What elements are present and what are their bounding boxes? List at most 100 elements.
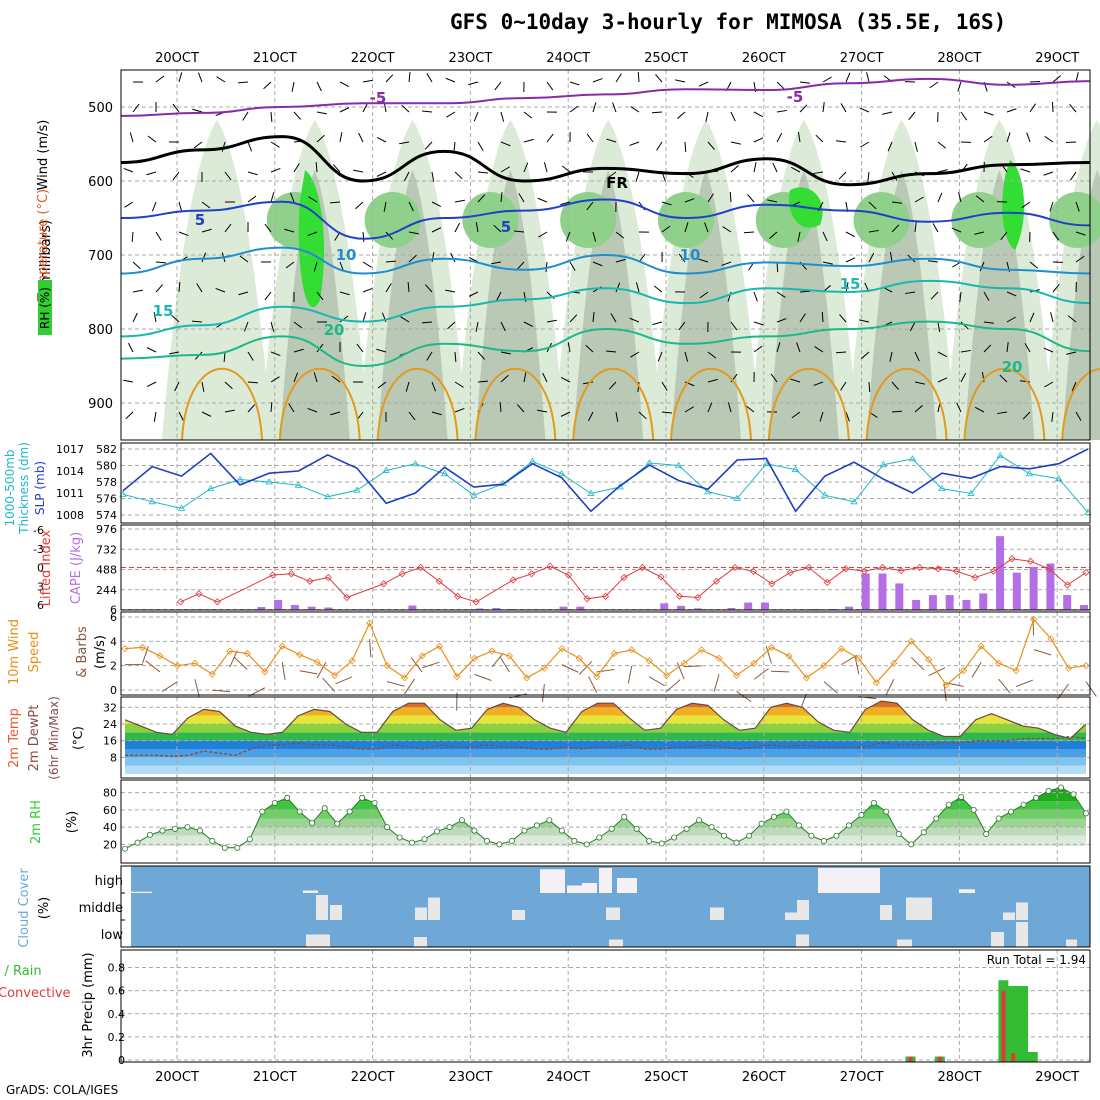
wind-barb — [431, 201, 442, 207]
wind-barb — [316, 111, 327, 115]
rh-point — [496, 841, 503, 848]
cape-bar — [274, 600, 283, 610]
rh-point — [696, 817, 703, 824]
wind-barb — [475, 321, 479, 332]
wind-barb — [237, 81, 249, 84]
wind-barb-10m — [410, 657, 423, 673]
li-point — [213, 598, 221, 606]
wind-barb-10m — [854, 656, 860, 675]
rh-point — [546, 817, 553, 824]
wind-barb — [868, 252, 875, 263]
rh-point — [770, 813, 777, 820]
precip-bar-convective — [1001, 990, 1006, 1062]
wind-speed-point — [715, 654, 723, 662]
wind-barb — [1075, 255, 1085, 263]
thickness-point — [207, 484, 215, 491]
wind-barb — [408, 254, 417, 263]
wind-speed-point — [383, 662, 391, 670]
wind-barb — [171, 314, 180, 323]
thickness-label-1: 1000-500mb — [3, 449, 17, 526]
bottom-date-tick: 25OCT — [644, 1070, 688, 1085]
wind-barb — [537, 409, 548, 413]
li-tick: -6 — [33, 524, 44, 537]
wind-barb — [1006, 108, 1017, 113]
isotherm-label-10: 10 — [680, 246, 701, 264]
wind-barb — [699, 291, 709, 299]
cloud-block — [330, 905, 342, 920]
rh-point — [1070, 791, 1077, 798]
rh-point — [721, 832, 728, 839]
wind-barb — [201, 228, 212, 233]
cloud-block — [609, 939, 623, 947]
wind-barb — [675, 79, 686, 83]
rh-point — [983, 831, 990, 838]
wind-speed-point — [995, 659, 1003, 667]
wind-barb — [983, 135, 993, 143]
wind-speed-point — [296, 651, 304, 659]
wind-barb — [201, 381, 205, 392]
wind-barb — [769, 231, 778, 239]
wind-barb-10m — [194, 679, 200, 697]
li-tick: 0 — [37, 562, 44, 575]
wind-barb — [496, 291, 502, 302]
wind-barb — [868, 201, 877, 210]
rh-point — [134, 839, 141, 846]
wind-barb — [1044, 135, 1054, 143]
rh-band — [125, 787, 1086, 802]
wind-barb — [1067, 315, 1077, 323]
thickness-point — [440, 469, 449, 477]
wind-barb — [123, 379, 134, 383]
wind-barb — [868, 381, 871, 393]
run-total: Run Total = 1.94 — [987, 953, 1086, 967]
wind-barb — [223, 351, 226, 363]
wind-barb — [247, 381, 259, 384]
thickness-point — [821, 491, 829, 498]
rh-point — [858, 812, 865, 819]
cloud-block — [897, 939, 912, 947]
wind-barb — [592, 78, 603, 83]
wind-barb — [339, 107, 350, 113]
wind-barb — [629, 141, 640, 146]
wind-barb-10m — [770, 670, 789, 673]
cloud-block — [414, 937, 427, 947]
wind-barb-10m — [910, 656, 925, 671]
wind-speed-point — [750, 659, 758, 667]
rh-point — [883, 808, 890, 815]
wind-speed-point — [1082, 662, 1090, 670]
li-tick: -3 — [33, 543, 44, 556]
wind-barb-10m — [596, 669, 615, 673]
wind-barb — [500, 351, 511, 355]
wind-barb — [475, 222, 479, 233]
li-point — [324, 573, 332, 582]
wind-barb — [468, 81, 479, 86]
wind-barb — [866, 72, 870, 83]
li-point — [916, 563, 924, 572]
cloud-frame — [120, 865, 1091, 948]
cape-bar — [928, 595, 937, 610]
li-point — [343, 593, 351, 602]
cloud-block — [710, 907, 724, 920]
wind-barb — [284, 228, 295, 233]
rh-point — [259, 808, 266, 815]
cape-frame — [120, 524, 1091, 611]
wind-barb — [661, 381, 668, 391]
cloud-block — [303, 890, 318, 893]
wind-barb — [815, 134, 824, 143]
wind-barb — [293, 321, 303, 329]
wind-barb — [263, 81, 272, 90]
rh-point — [658, 840, 665, 847]
cloud-block — [1016, 922, 1028, 947]
temperature-axis-label: Temperature (°C) — [36, 189, 51, 302]
pressure-tick: 700 — [88, 249, 113, 264]
cloud-block — [599, 868, 612, 893]
wind-barb — [178, 411, 184, 422]
wind-barb — [1071, 381, 1077, 392]
wind-barb — [1075, 231, 1086, 236]
rh-tick: 60 — [103, 804, 117, 817]
temp-band — [125, 765, 1086, 774]
cape-bar — [878, 573, 887, 610]
rh-point — [321, 805, 328, 812]
li-point — [657, 573, 665, 581]
rh-tick: 80 — [103, 787, 117, 800]
wind-barb — [542, 372, 548, 383]
